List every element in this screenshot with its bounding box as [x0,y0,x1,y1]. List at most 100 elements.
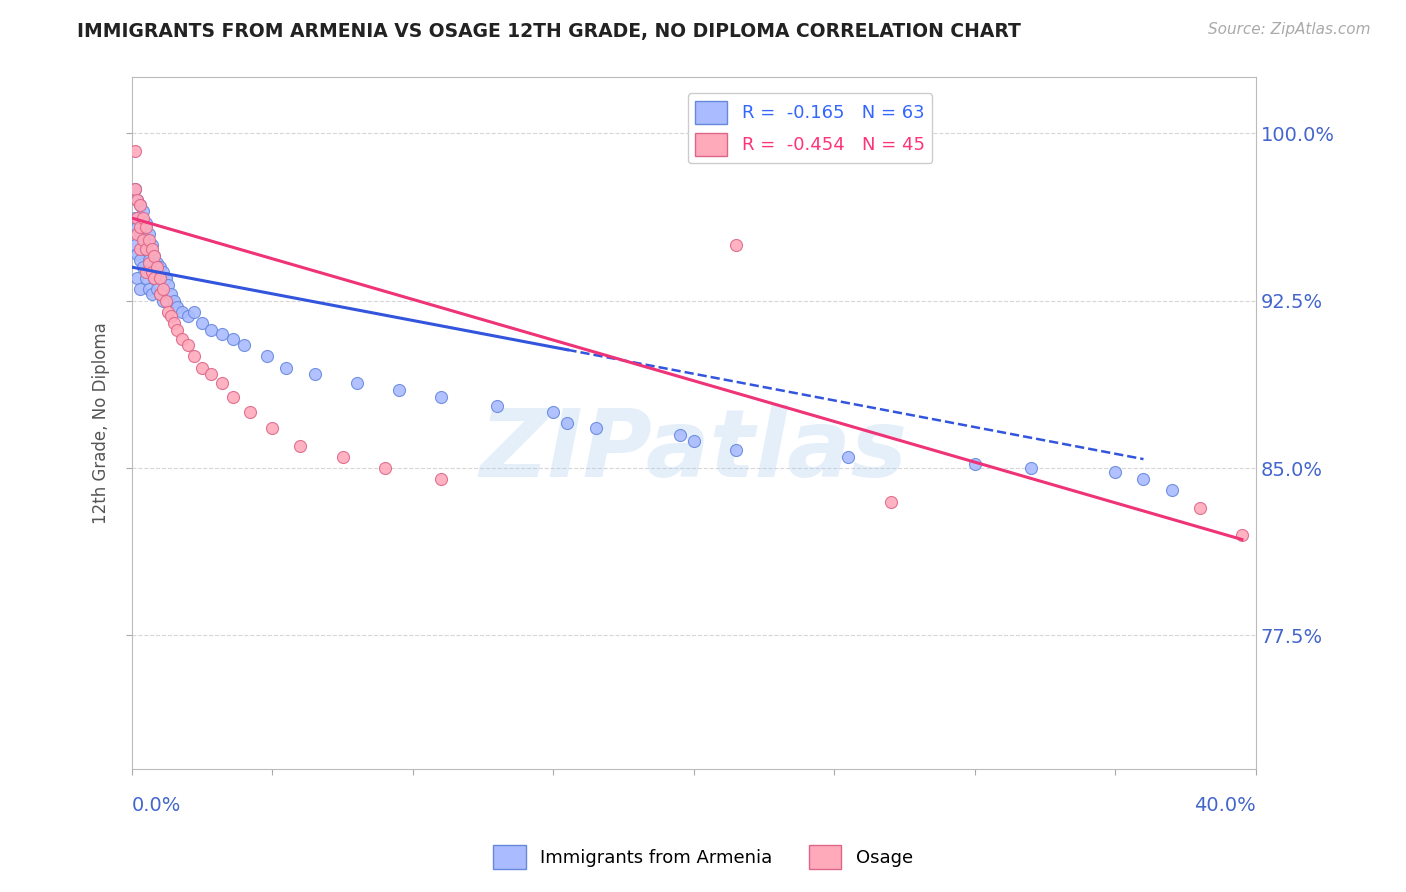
Point [222,390,245,404]
Point [430,390,453,404]
Point [143,249,166,263]
Point [143,249,166,263]
Point [152,283,174,297]
Text: IMMIGRANTS FROM ARMENIA VS OSAGE 12TH GRADE, NO DIPLOMA CORRELATION CHART: IMMIGRANTS FROM ARMENIA VS OSAGE 12TH GR… [77,22,1021,41]
Point [239,405,262,419]
Point [124,237,146,252]
Point [143,271,166,285]
Point [191,316,214,330]
Point [211,327,233,342]
Point [127,193,149,207]
Point [143,271,166,285]
Point [374,461,396,475]
Point [683,434,706,449]
Point [172,332,194,346]
Point [129,197,152,211]
Point [149,287,172,301]
Point [262,421,284,435]
Point [146,283,169,297]
Point [724,237,747,252]
Point [146,260,169,275]
Point [1104,466,1126,480]
Point [200,368,222,382]
Point [346,376,368,391]
Point [163,316,186,330]
Text: 40.0%: 40.0% [1194,796,1256,815]
Point [177,310,200,324]
Point [1188,501,1211,516]
Point [152,293,174,308]
Point [141,237,163,252]
Point [127,193,149,207]
Point [149,287,172,301]
Point [124,182,146,196]
Point [879,494,901,508]
Point [124,144,146,158]
Point [141,287,163,301]
Point [669,427,692,442]
Point [132,204,155,219]
Point [135,271,157,285]
Legend: Immigrants from Armenia, Osage: Immigrants from Armenia, Osage [486,838,920,876]
Point [124,182,146,196]
Point [200,323,222,337]
Point [146,255,169,269]
Point [132,233,155,247]
Point [135,242,157,256]
Point [724,443,747,458]
Y-axis label: 12th Grade, No Diploma: 12th Grade, No Diploma [93,323,110,524]
Point [141,242,163,256]
Point [585,421,607,435]
Point [132,231,155,245]
Point [177,338,200,352]
Point [1160,483,1182,498]
Point [157,305,180,319]
Point [304,368,326,382]
Point [152,265,174,279]
Point [138,283,160,297]
Point [430,472,453,486]
Point [837,450,859,464]
Point [256,350,278,364]
Point [127,211,149,225]
Point [132,211,155,225]
Point [211,376,233,391]
Point [141,265,163,279]
Point [160,287,183,301]
Point [543,405,565,419]
Point [332,450,354,464]
Point [160,310,183,324]
Point [138,255,160,269]
Point [135,219,157,234]
Point [276,360,298,375]
Legend: R =  -0.165   N = 63, R =  -0.454   N = 45: R = -0.165 N = 63, R = -0.454 N = 45 [688,94,932,163]
Text: ZIPatlas: ZIPatlas [479,405,908,497]
Point [183,350,205,364]
Point [183,305,205,319]
Point [155,293,177,308]
Point [129,242,152,256]
Point [149,260,172,275]
Point [138,233,160,247]
Point [486,399,509,413]
Point [1132,472,1154,486]
Point [124,211,146,225]
Point [127,219,149,234]
Point [166,301,188,315]
Point [135,242,157,256]
Point [166,323,188,337]
Point [127,227,149,241]
Point [138,227,160,241]
Point [129,283,152,297]
Point [157,278,180,293]
Point [1230,528,1253,542]
Point [141,260,163,275]
Point [127,246,149,260]
Point [127,271,149,285]
Point [149,271,172,285]
Point [155,271,177,285]
Point [138,253,160,268]
Point [172,305,194,319]
Point [129,197,152,211]
Point [233,338,256,352]
